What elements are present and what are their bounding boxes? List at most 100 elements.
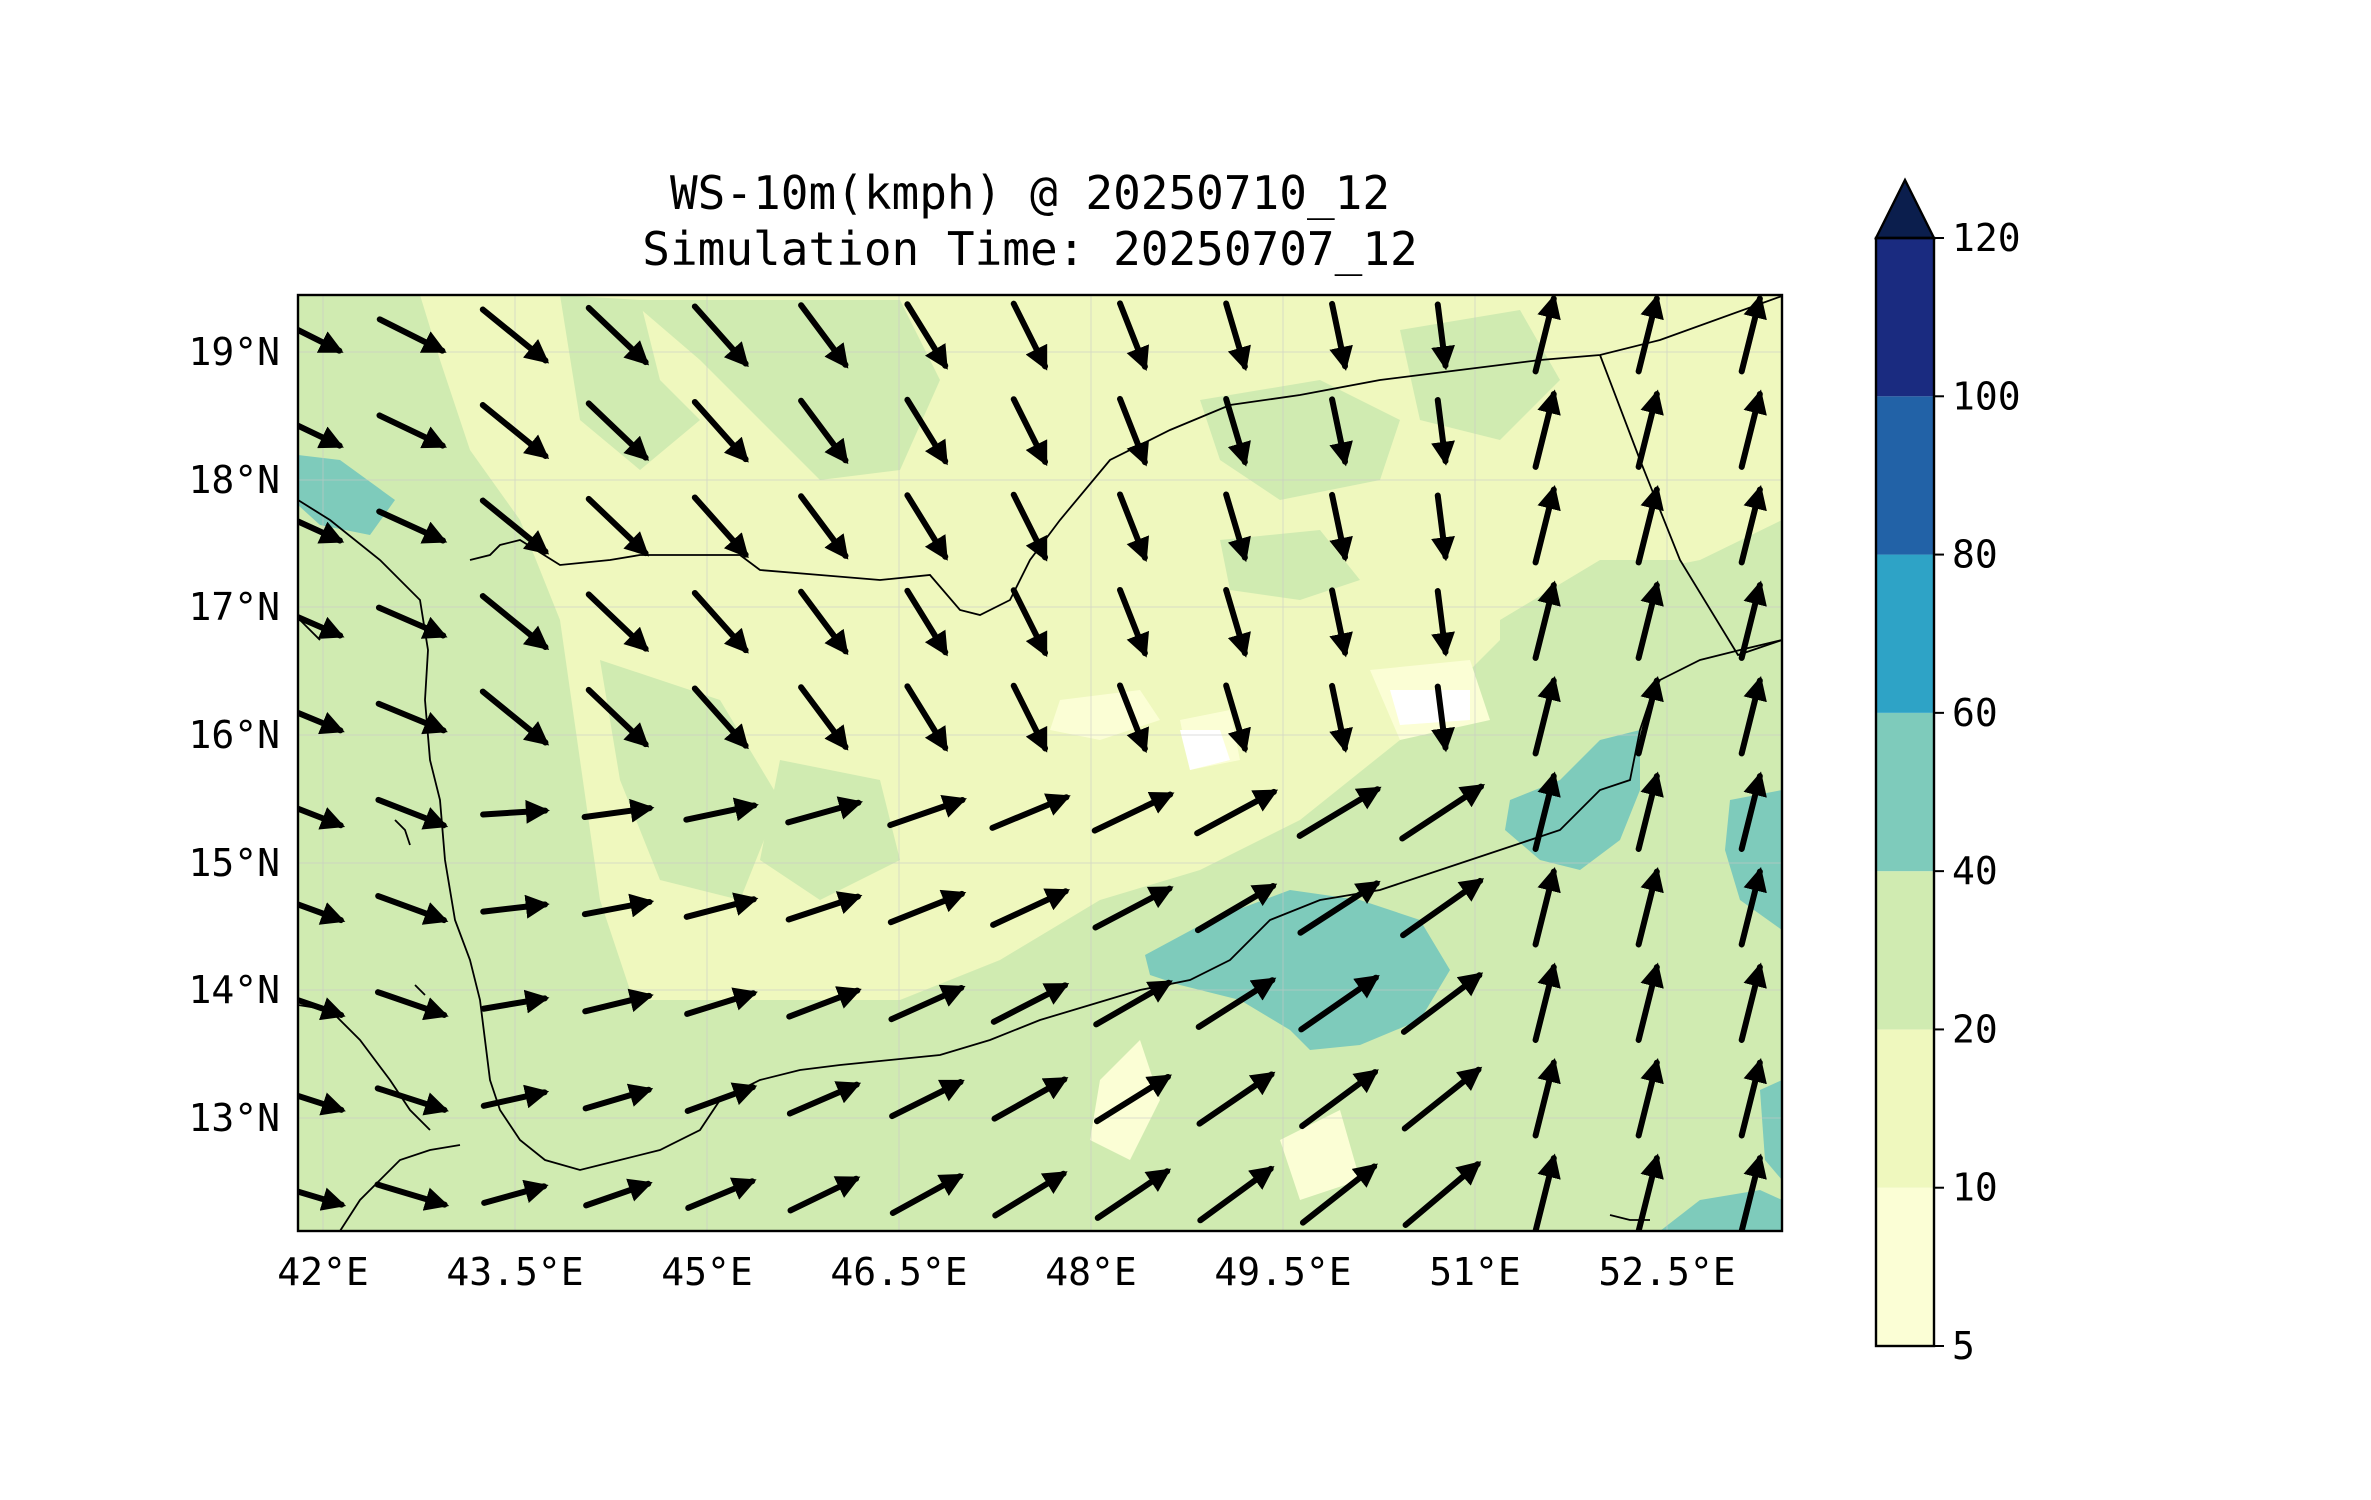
lat-tick-label: 18°N xyxy=(188,458,280,502)
wind-arrow xyxy=(888,984,966,1023)
wind-arrow xyxy=(1738,771,1767,852)
wind-arrow xyxy=(1635,771,1664,852)
wind-arrow xyxy=(1329,300,1353,371)
wind-arrow xyxy=(585,400,650,461)
wind-arrow xyxy=(798,302,849,369)
wind-arrow xyxy=(585,591,650,652)
wind-arrow xyxy=(1091,791,1175,834)
wind-arrow xyxy=(1635,867,1664,948)
wind-arrow xyxy=(375,893,449,925)
wind-arrow xyxy=(798,397,849,465)
wind-arrow xyxy=(887,794,967,829)
wind-arrow xyxy=(691,589,749,654)
wind-arrow xyxy=(691,685,749,750)
wind-arrow xyxy=(1635,580,1664,661)
wind-arrow xyxy=(1738,389,1767,470)
wind-arrow xyxy=(904,587,949,657)
wind-arrow xyxy=(1329,491,1353,562)
wind-arrow xyxy=(684,1082,758,1114)
wind-arrow xyxy=(1299,1069,1379,1130)
colorbar: 5 10 20 40 60 80 100 120 xyxy=(1874,177,2021,1368)
wind-arrow xyxy=(376,412,447,449)
wind-arrow xyxy=(585,304,650,366)
colorbar-frame xyxy=(1874,236,1936,1348)
wind-arrow xyxy=(1738,1153,1767,1231)
wind-arrow xyxy=(1532,867,1561,948)
lon-tick-label: 42°E xyxy=(277,1250,369,1294)
colorbar-segment xyxy=(1876,1187,1934,1346)
wind-arrow xyxy=(1093,1073,1172,1125)
wind-arrow xyxy=(1402,1161,1482,1228)
colorbar-segment xyxy=(1876,238,1934,397)
wind-arrow xyxy=(585,495,650,557)
wind-arrow xyxy=(1010,587,1049,658)
lon-tick-label: 45°E xyxy=(661,1250,753,1294)
lon-tick-label: 51°E xyxy=(1429,1250,1521,1294)
wind-arrow xyxy=(1400,972,1484,1035)
wind-arrow xyxy=(904,301,949,370)
wind-arrow xyxy=(1431,683,1455,753)
colorbar-segment xyxy=(1876,871,1934,1030)
wind-arrow xyxy=(1195,977,1277,1030)
coastlines-borders xyxy=(298,295,1782,1231)
wind-arrow xyxy=(585,686,650,748)
wind-arrow xyxy=(1197,1165,1275,1224)
wind-arrow xyxy=(298,613,345,639)
wind-arrow xyxy=(904,396,949,466)
wind-arrow xyxy=(481,1179,549,1206)
lat-tick-label: 19°N xyxy=(188,330,280,374)
wind-arrow xyxy=(298,518,345,544)
lat-tick-label: 15°N xyxy=(188,841,280,885)
wind-arrow xyxy=(479,402,550,460)
wind-arrow xyxy=(1635,484,1664,566)
wind-arrow xyxy=(1738,676,1767,757)
wind-arrow xyxy=(1296,786,1382,839)
wind-arrow xyxy=(989,793,1071,831)
colorbar-label: 20 xyxy=(1952,1007,1998,1051)
wind-arrow xyxy=(1635,1153,1664,1231)
wind-arrow xyxy=(683,797,759,823)
wind-arrow xyxy=(480,799,550,824)
colorbar-segment xyxy=(1876,554,1934,713)
wind-arrow xyxy=(685,1177,757,1211)
wind-arrow xyxy=(375,700,448,735)
wind-arrow xyxy=(583,1178,653,1209)
wind-arrow xyxy=(1329,587,1353,658)
wind-arrow xyxy=(1329,682,1353,753)
wind-arrow xyxy=(479,497,550,555)
wind-arrow xyxy=(683,892,759,920)
wind-arrow xyxy=(479,593,550,651)
wind-arrow xyxy=(1399,783,1486,842)
wind-arrow xyxy=(1117,300,1150,372)
wind-arrow xyxy=(1635,676,1664,757)
wind-arrow xyxy=(298,326,344,354)
lat-tick-label: 13°N xyxy=(188,1096,280,1140)
wind-arrow xyxy=(1223,682,1251,754)
wind-arrow xyxy=(1431,492,1455,562)
wind-arrow xyxy=(479,688,550,746)
wind-arrow xyxy=(1094,1168,1172,1221)
map-title: WS-10m(kmph) @ 20250710_12 xyxy=(669,166,1391,220)
latitude-ticks: 19°N 18°N 17°N 16°N 15°N 14°N 13°N xyxy=(188,330,280,1140)
map-frame xyxy=(296,293,1784,1233)
colorbar-extend-arrow xyxy=(1874,177,1936,240)
wind-arrow xyxy=(374,1181,450,1211)
colorbar-label: 100 xyxy=(1952,374,2021,418)
wind-arrow xyxy=(1532,484,1561,566)
wind-arrow xyxy=(991,1076,1069,1122)
wind-arrow xyxy=(1401,1066,1483,1132)
wind-arrow xyxy=(1329,396,1353,467)
wind-arrow xyxy=(1223,587,1251,658)
lon-tick-label: 43.5°E xyxy=(446,1250,583,1294)
wind-arrow xyxy=(684,987,758,1017)
wind-arrow xyxy=(1738,295,1767,375)
lat-tick-label: 17°N xyxy=(188,585,280,629)
lon-tick-label: 46.5°E xyxy=(830,1250,967,1294)
wind-arrow xyxy=(374,1085,449,1116)
wind-arrow xyxy=(1532,295,1561,375)
wind-arrow xyxy=(1635,1058,1664,1139)
wind-arrow xyxy=(1299,1163,1378,1226)
wind-arrow xyxy=(786,986,862,1020)
wind-arrow xyxy=(1532,580,1561,661)
